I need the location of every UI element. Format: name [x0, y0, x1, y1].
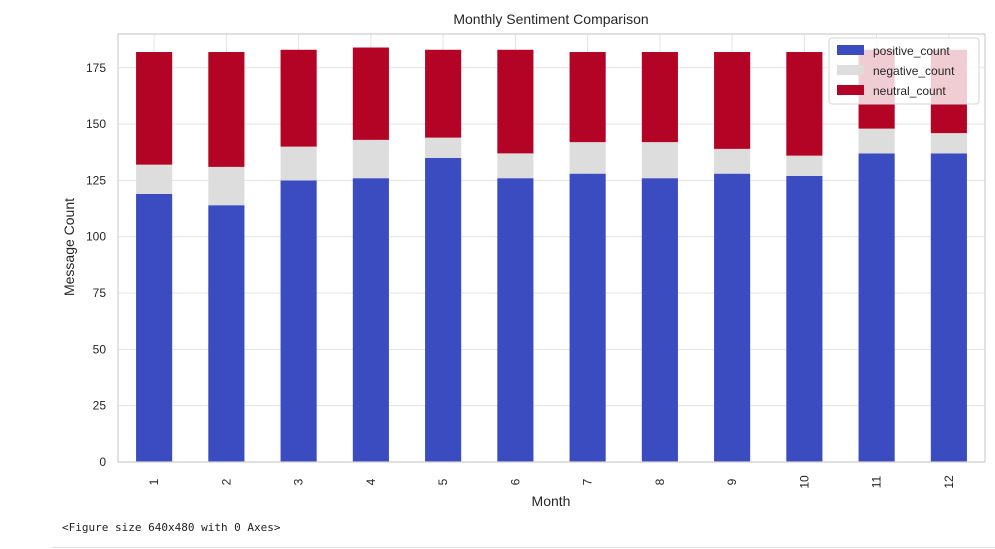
bar-negative_count-4: [352, 139, 389, 179]
x-tick-label: 4: [364, 478, 378, 485]
bar-positive_count-6: [497, 178, 534, 462]
bar-negative_count-1: [136, 164, 173, 194]
legend: positive_count negative_count neutral_coun…: [828, 37, 980, 105]
bar-negative_count-2: [208, 166, 245, 206]
bars: [136, 47, 967, 463]
bar-positive_count-5: [425, 157, 462, 463]
bar-neutral_count-9: [714, 52, 751, 149]
bar-positive_count-2: [208, 205, 245, 462]
bar-positive_count-11: [858, 153, 895, 463]
bar-positive_count-9: [714, 173, 751, 463]
x-tick-label: 11: [870, 475, 884, 488]
bar-negative_count-8: [641, 142, 678, 179]
legend-swatch-neutral_count: [837, 85, 864, 95]
bar-positive_count-4: [352, 178, 389, 462]
bar-negative_count-3: [280, 146, 317, 181]
legend-label-negative_count: negative_count: [873, 64, 955, 78]
bar-neutral_count-2: [208, 52, 245, 167]
bar-neutral_count-3: [280, 49, 317, 147]
bar-negative_count-11: [858, 128, 895, 154]
legend-swatch-positive_count: [837, 45, 864, 55]
y-tick-label: 25: [93, 399, 107, 413]
bar-neutral_count-10: [786, 52, 823, 156]
y-tick-label: 150: [86, 117, 106, 131]
bar-negative_count-10: [786, 155, 823, 176]
x-tick-label: 5: [436, 478, 450, 485]
bar-positive_count-1: [136, 193, 173, 463]
y-tick-label: 50: [93, 342, 107, 356]
plot-background: [118, 34, 985, 462]
y-tick-label: 100: [86, 230, 106, 244]
x-tick-label: 2: [219, 478, 233, 485]
x-axis-label: Month: [532, 493, 571, 509]
legend-box: [828, 37, 980, 105]
y-tick-label: 175: [86, 61, 106, 75]
y-tick-label: 125: [86, 173, 106, 187]
x-tick-label: 1: [147, 478, 161, 485]
legend-label-positive_count: positive_count: [873, 44, 950, 58]
bar-negative_count-9: [714, 148, 751, 174]
x-tick-label: 10: [797, 475, 811, 489]
bar-negative_count-12: [930, 133, 967, 154]
figure-size-note: <Figure size 640x480 with 0 Axes>: [62, 521, 281, 534]
bar-positive_count-7: [569, 173, 606, 463]
x-tick-label: 7: [581, 478, 595, 485]
bar-negative_count-5: [425, 137, 462, 158]
bar-negative_count-6: [497, 153, 534, 179]
bar-positive_count-3: [280, 180, 317, 462]
y-tick-label: 0: [99, 455, 106, 469]
output-divider: [52, 547, 995, 548]
x-tick-label: 9: [725, 478, 739, 485]
bar-neutral_count-7: [569, 52, 606, 143]
bar-negative_count-7: [569, 142, 606, 174]
x-tick-label: 3: [292, 478, 306, 485]
x-tick-label: 12: [942, 475, 956, 489]
bar-neutral_count-8: [641, 52, 678, 143]
bar-positive_count-10: [786, 175, 823, 463]
x-tick-label: 6: [508, 478, 522, 485]
bar-neutral_count-6: [497, 49, 534, 154]
legend-label-neutral_count: neutral_count: [873, 84, 946, 98]
chart-title: Monthly Sentiment Comparison: [453, 11, 648, 27]
bar-neutral_count-4: [352, 47, 389, 140]
bar-neutral_count-5: [425, 49, 462, 138]
x-tick-label: 8: [653, 478, 667, 485]
y-tick-label: 75: [93, 286, 107, 300]
bar-positive_count-12: [930, 153, 967, 463]
bar-positive_count-8: [641, 178, 678, 462]
y-axis-label: Message Count: [61, 198, 77, 296]
bar-neutral_count-1: [136, 52, 173, 165]
legend-swatch-negative_count: [837, 65, 864, 75]
